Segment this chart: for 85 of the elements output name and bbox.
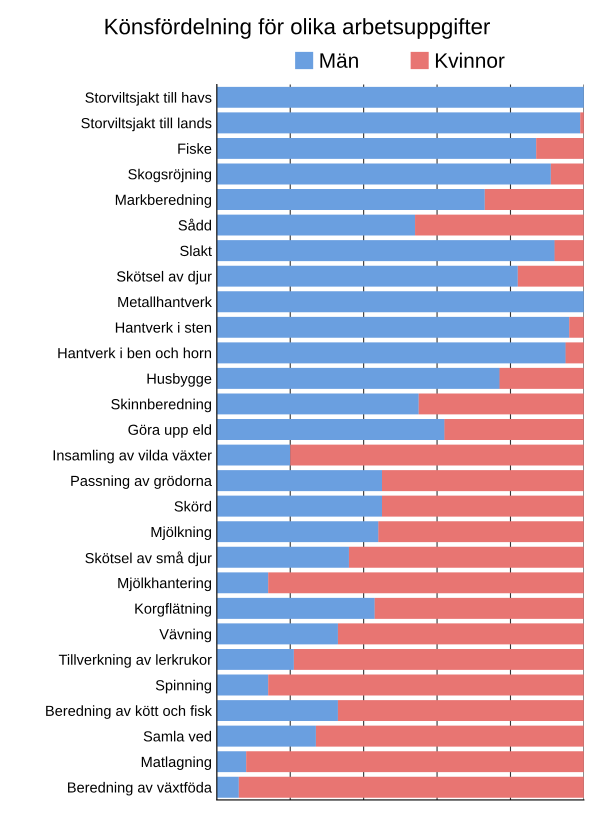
y-tick-label: Spinning (156, 680, 212, 694)
y-tick-label: Storviltsjakt till lands (81, 118, 212, 132)
bar (216, 393, 419, 414)
bar (338, 623, 584, 644)
legend-label: Kvinnor (436, 52, 505, 68)
bar (246, 751, 584, 772)
bar (216, 726, 316, 747)
bar (216, 598, 375, 619)
bar (216, 496, 382, 517)
bar (216, 189, 485, 210)
bar (216, 776, 239, 798)
bar (216, 419, 444, 440)
bar (566, 342, 584, 364)
bar (580, 112, 584, 134)
bar (216, 648, 294, 670)
y-tick-label: Korgflätning (135, 603, 212, 617)
y-tick-label: Tillverkning av lerkrukor (58, 654, 212, 668)
y-tick-label: Markberedning (116, 194, 212, 208)
y-tick-label: Mjölkning (152, 526, 212, 540)
y-tick-label: Beredning av växtföda (68, 782, 212, 796)
bar (536, 138, 584, 159)
y-tick-label: Metallhantverk (118, 296, 212, 308)
bar (216, 291, 584, 312)
y-tick-label: Fiske (178, 143, 212, 154)
y-tick-label: Skinnberedning (111, 398, 212, 412)
bar (382, 496, 584, 517)
y-tick-label: Hantverk i sten (116, 322, 212, 333)
bar (216, 521, 378, 542)
bar (518, 266, 584, 287)
bar (550, 164, 584, 184)
bar (216, 266, 518, 287)
bar (418, 393, 584, 414)
y-tick-label: Skötsel av små djur (85, 551, 212, 566)
bar (216, 342, 566, 364)
y-tick-label: Samla ved (144, 730, 212, 742)
bar (216, 138, 536, 159)
bar (216, 674, 268, 696)
y-tick-label: Göra upp eld (128, 424, 212, 438)
y-tick-label: Insamling av vilda växter (54, 450, 212, 464)
y-tick-label: Beredning av kött och fisk (46, 705, 212, 719)
bar (216, 214, 416, 236)
y-tick-label: Storviltsjakt till havs (85, 92, 212, 106)
y-tick-label: Skötsel av djur (116, 270, 212, 284)
chart-title: Könsfördelning för olika arbetsuppgifter (106, 18, 490, 39)
bar (238, 776, 584, 798)
bar (554, 240, 584, 262)
bar (268, 674, 584, 696)
bar (294, 648, 584, 670)
bar (216, 240, 555, 262)
bar (348, 546, 584, 568)
bar (216, 86, 584, 108)
bar (484, 189, 584, 210)
y-tick-label: Matlagning (142, 756, 212, 770)
bar (216, 316, 570, 338)
y-tick-label: Skörd (174, 500, 212, 512)
bar (338, 700, 584, 722)
y-tick-label: Sådd (178, 218, 212, 231)
y-tick-label: Skogsröjning (128, 168, 212, 182)
bar (216, 546, 349, 568)
bar (216, 751, 246, 772)
bar (216, 470, 382, 492)
bar (216, 572, 268, 594)
bar (374, 598, 584, 619)
bar (378, 521, 584, 542)
bar (316, 726, 584, 747)
y-tick-label: Hantverk i ben och horn (58, 348, 212, 358)
y-tick-label: Husbygge (147, 373, 212, 387)
bar (268, 572, 584, 594)
bar (382, 470, 584, 492)
legend-label: Män (320, 53, 358, 68)
bar (569, 316, 584, 338)
bar (216, 700, 338, 722)
bar (216, 112, 580, 134)
y-tick-label: Slakt (180, 245, 212, 256)
bar (415, 214, 584, 236)
bar (290, 444, 584, 466)
y-tick-label: Vävning (159, 628, 212, 642)
bar (216, 623, 338, 644)
bar (216, 368, 500, 389)
bar (216, 444, 290, 466)
y-tick-label: Mjölkhantering (118, 578, 212, 592)
bar (216, 164, 551, 184)
y-tick-label: Passning av grödorna (71, 475, 212, 489)
bar (444, 419, 584, 440)
bar (499, 368, 584, 389)
